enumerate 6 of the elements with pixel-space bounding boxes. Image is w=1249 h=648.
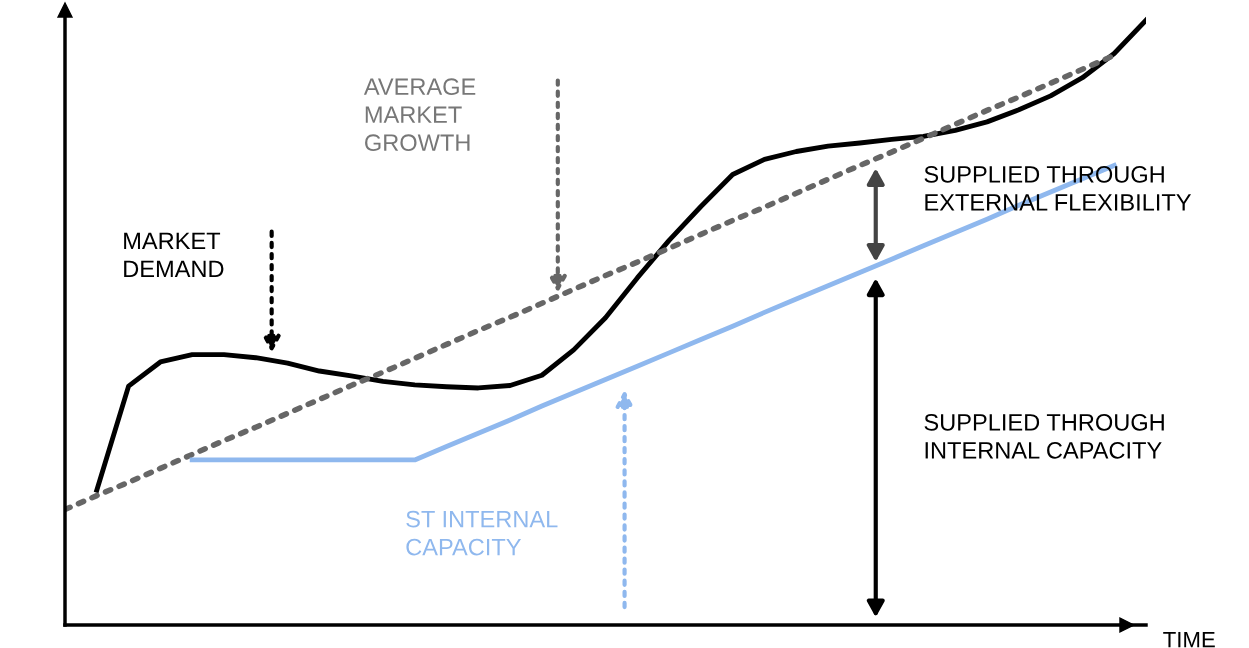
annotation: ST INTERNAL CAPACITY <box>406 510 558 556</box>
annotation: SUPPLIED THROUGH EXTERNAL FLEXIBILITY <box>924 166 1192 211</box>
annotation: SUPPLIED THROUGH INTERNAL CAPACITY <box>924 413 1164 459</box>
annotation: AVERAGE MARKET GROWTH <box>363 78 476 152</box>
x-axis-title: TIME <box>1163 631 1215 648</box>
annotation: MARKET DEMAND <box>124 232 224 278</box>
